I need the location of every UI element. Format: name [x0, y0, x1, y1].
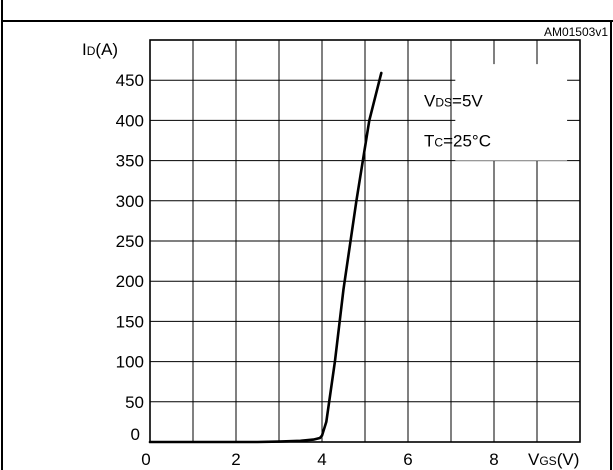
y-tick-label: 300: [116, 192, 144, 211]
condition-tc: TC=25°C: [424, 132, 491, 151]
y-tick-label: 100: [116, 353, 144, 372]
y-tick-label: 450: [116, 71, 144, 90]
y-tick-label: 350: [116, 152, 144, 171]
figure-code: AM01503v1: [544, 25, 608, 39]
x-tick-label: 6: [403, 450, 412, 469]
x-tick-label: 2: [231, 450, 240, 469]
plot-border: [149, 39, 581, 443]
x-tick-label: 4: [317, 450, 326, 469]
series-line: [148, 71, 383, 444]
y-tick-label: 50: [125, 393, 144, 412]
conditions-box: [455, 64, 568, 161]
x-tick-label: 0: [141, 450, 150, 469]
y-tick-label: 250: [116, 232, 144, 251]
y-axis-label: ID(A): [82, 40, 118, 59]
condition-vds: VDS=5V: [424, 91, 483, 110]
x-axis-label: VGS(V): [528, 450, 579, 469]
y-tick-label: 200: [116, 272, 144, 291]
y-tick-label: 150: [116, 312, 144, 331]
y-tick-label: 400: [116, 111, 144, 130]
y-tick-label: 0: [131, 425, 140, 444]
x-tick-label: 8: [489, 450, 498, 469]
tick-labels: 0 50 100 150 200 250 300 350 400 450 0 2 4 6 8: [116, 71, 499, 469]
